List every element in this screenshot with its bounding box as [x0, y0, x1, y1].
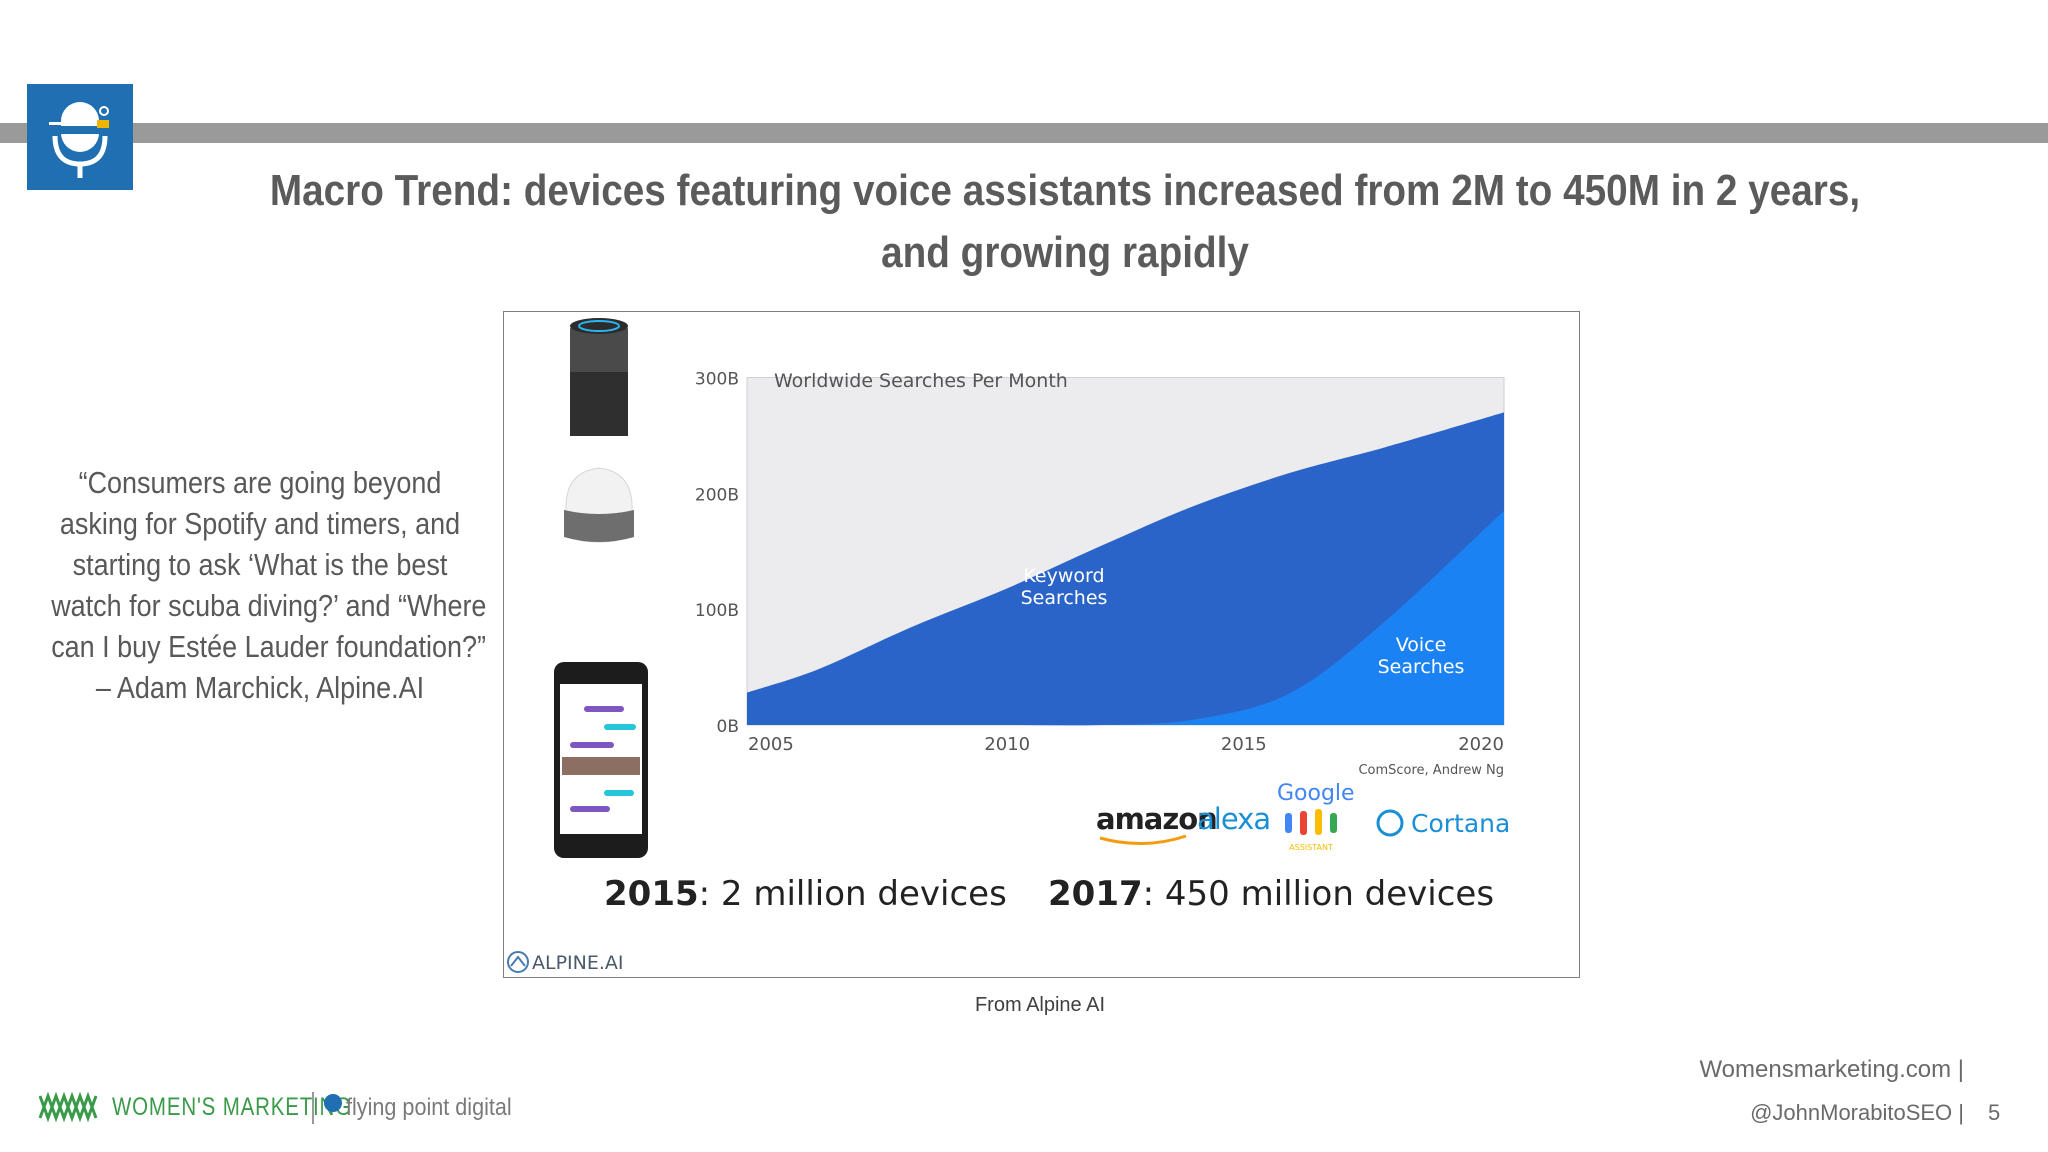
slide-title: Macro Trend: devices featuring voice ass… — [260, 160, 1870, 284]
quote-attribution: – Adam Marchick, Alpine.AI — [95, 670, 425, 705]
flying-point-logo-text: flying point digital — [346, 1094, 512, 1121]
cortana-icon — [1376, 809, 1404, 837]
alpine-figure: Worldwide Searches Per Month 0B 100B 200B 3… — [503, 311, 1580, 978]
svg-text:Cortana: Cortana — [1411, 809, 1510, 838]
womens-marketing-logo-text: WOMEN'S MARKETING — [112, 1093, 352, 1121]
svg-text:alexa: alexa — [1197, 802, 1270, 836]
stat-2017: 2017: 450 million devices — [1048, 874, 1494, 914]
keyword-searches-area — [747, 412, 1504, 725]
womens-marketing-logo-icon — [38, 1091, 98, 1123]
amazon-alexa-logo: amazon alexa — [1096, 802, 1271, 845]
y-axis: 0B 100B 200B 300B — [695, 370, 739, 737]
x-axis: 2005 2010 2015 2020 — [748, 734, 1504, 755]
chart-title: Worldwide Searches Per Month — [774, 370, 1068, 392]
voice-series-label-line-2: Searches — [1378, 656, 1465, 678]
google-home-image — [564, 467, 634, 543]
x-tick-label: 2015 — [1221, 734, 1267, 755]
voice-series-label-line-1: Voice — [1396, 634, 1447, 656]
quote-line: watch for scuba diving?’ and “Where — [51, 588, 487, 623]
svg-text:ALPINE.AI: ALPINE.AI — [532, 952, 624, 974]
data-source-text: ComScore, Andrew Ng — [1358, 763, 1504, 778]
svg-text:Google: Google — [1277, 781, 1355, 806]
quote-line: “Consumers are going beyond — [78, 465, 442, 500]
x-tick-label: 2010 — [984, 734, 1030, 755]
stat-2015: 2015: 2 million devices — [604, 874, 1007, 914]
microphone-logo — [27, 84, 133, 190]
microphone-icon — [47, 102, 113, 178]
quote-block: “Consumers are going beyond asking for S… — [51, 462, 487, 708]
voice-searches-area — [747, 510, 1504, 726]
title-line-1: Macro Trend: devices featuring voice ass… — [269, 166, 1861, 215]
svg-text:ASSISTANT: ASSISTANT — [1289, 843, 1333, 852]
quote-line: starting to ask ‘What is the best — [72, 547, 448, 582]
keyword-series-label-line-2: Searches — [1021, 587, 1108, 609]
title-line-2: and growing rapidly — [881, 228, 1249, 277]
alpine-ai-logo: ALPINE.AI — [507, 951, 624, 974]
x-tick-label: 2020 — [1458, 734, 1504, 755]
google-assistant-logo: Google ASSISTANT — [1277, 781, 1355, 852]
y-tick-label: 200B — [695, 485, 739, 505]
footer-divider — [312, 1092, 314, 1124]
footer-site-text: Womensmarketing.com | — [1699, 1056, 1964, 1083]
top-accent-bar — [0, 123, 2048, 143]
quote-line: asking for Spotify and timers, and — [59, 506, 461, 541]
search-volume-chart: Worldwide Searches Per Month 0B 100B 200B 3… — [695, 370, 1505, 755]
y-tick-label: 300B — [695, 370, 739, 390]
page-number: 5 — [1988, 1100, 2001, 1125]
x-tick-label: 2005 — [748, 734, 794, 755]
figure-caption: From Alpine AI — [974, 994, 1106, 1016]
keyword-series-label-line-1: Keyword — [1023, 565, 1104, 587]
quote-line: can I buy Estée Lauder foundation?” — [51, 629, 487, 664]
footer-handle-text: @JohnMorabitoSEO | — [1750, 1100, 1964, 1125]
figure-canvas: Worldwide Searches Per Month 0B 100B 200B 3… — [507, 318, 1510, 974]
cortana-logo: Cortana — [1376, 809, 1510, 838]
svg-text:amazon: amazon — [1096, 802, 1217, 836]
flying-point-icon — [324, 1094, 342, 1112]
phone-image — [554, 662, 648, 858]
echo-speaker-image — [570, 318, 628, 436]
y-tick-label: 0B — [717, 717, 739, 737]
y-tick-label: 100B — [695, 601, 739, 621]
